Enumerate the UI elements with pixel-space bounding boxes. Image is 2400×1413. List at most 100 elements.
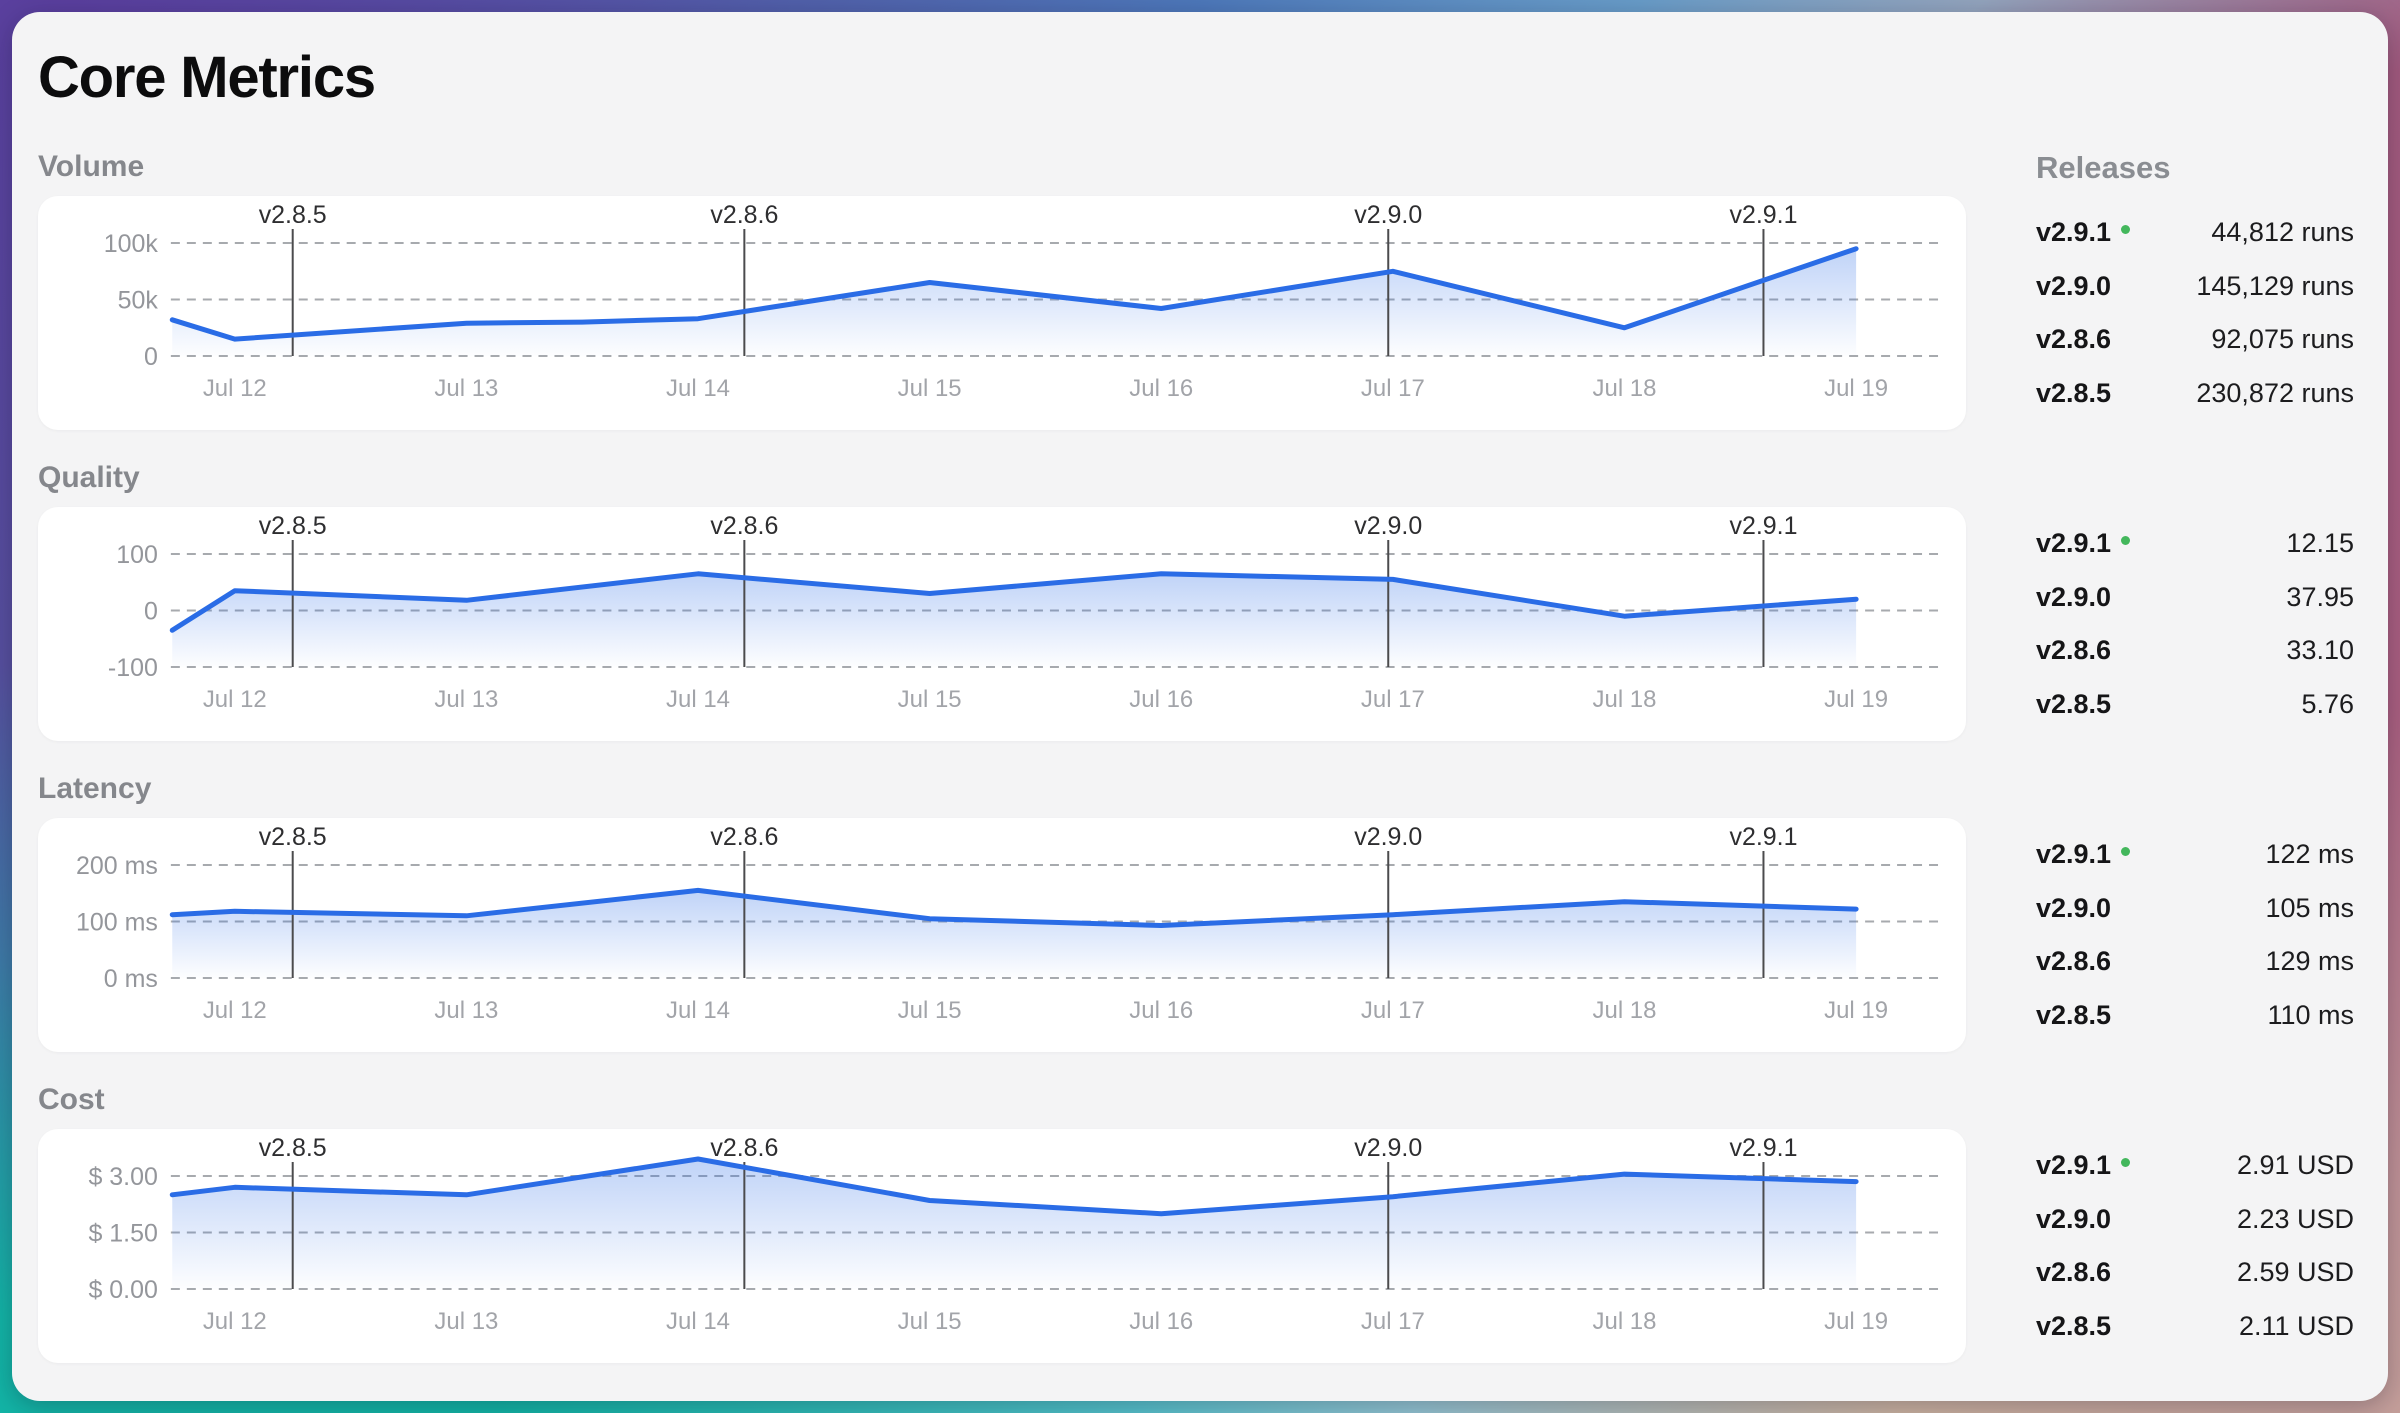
release-value: 33.10 <box>2286 635 2354 666</box>
current-release-dot-icon <box>2121 225 2131 235</box>
chart-panel-volume: 100k 50k 0 Jul 12 Jul 13 Jul 14 Jul 15 Jul 16 Ju… <box>38 196 1966 430</box>
chart-panel-cost: $ 3.00 $ 1.50 $ 0.00 Jul 12 Jul 13 Jul 14 Jul … <box>38 1129 1966 1363</box>
x-axis-tick: Jul 19 <box>1824 997 1888 1024</box>
y-axis-tick: 100 ms <box>76 908 158 936</box>
page-title: Core Metrics <box>38 45 376 110</box>
release-value: 2.23 USD <box>2236 1203 2354 1234</box>
x-axis-tick: Jul 13 <box>434 686 498 713</box>
series-line <box>169 246 1859 342</box>
release-version: v2.8.5 <box>2036 689 2112 720</box>
release-stat-row: v2.8.6 92,075 runs <box>2036 313 2354 367</box>
x-axis-tick: Jul 15 <box>898 997 962 1024</box>
release-value: 2.11 USD <box>2238 1311 2354 1342</box>
release-stat-row: v2.9.1 12.15 <box>2036 517 2354 571</box>
release-stat-row: v2.8.6 129 ms <box>2036 935 2354 989</box>
release-stat-row: v2.8.5 110 ms <box>2036 989 2354 1043</box>
release-stat-row: v2.9.0 2.23 USD <box>2036 1193 2354 1247</box>
chart-svg-volume: 100k 50k 0 Jul 12 Jul 13 Jul 14 Jul 15 Jul 16 Ju… <box>104 201 1942 402</box>
release-value: 5.76 <box>2301 689 2354 720</box>
release-version: v2.9.1 <box>2036 1150 2131 1181</box>
x-axis-tick: Jul 19 <box>1824 1308 1888 1335</box>
release-version: v2.8.5 <box>2036 1000 2112 1031</box>
release-version: v2.9.1 <box>2036 839 2131 870</box>
series-area <box>172 248 1857 356</box>
x-axis-tick: Jul 17 <box>1361 686 1425 713</box>
x-axis-tick: Jul 16 <box>1129 997 1193 1024</box>
release-marker-label: v2.8.6 <box>710 512 778 540</box>
x-axis-tick: Jul 18 <box>1593 1308 1657 1335</box>
y-axis-tick: 50k <box>118 286 159 314</box>
release-stat-row: v2.9.1 44,812 runs <box>2036 206 2354 260</box>
release-stat-row: v2.9.0 105 ms <box>2036 882 2354 936</box>
release-marker-label: v2.9.1 <box>1729 201 1797 229</box>
chart-panel-latency: 200 ms 100 ms 0 ms Jul 12 Jul 13 Jul 14 Jul 15… <box>38 818 1966 1052</box>
series-line <box>169 887 1859 928</box>
x-axis-tick: Jul 18 <box>1593 997 1657 1024</box>
x-axis-tick: Jul 12 <box>203 997 267 1024</box>
release-marker-label: v2.9.0 <box>1354 512 1422 540</box>
chart-svg-latency: 200 ms 100 ms 0 ms Jul 12 Jul 13 Jul 14 Jul 15… <box>76 823 1942 1024</box>
release-version: v2.9.0 <box>2036 581 2112 612</box>
metric-section-latency: Latency 200 ms 100 ms 0 ms Jul 12 Jul 13 Jul 1… <box>38 741 1966 1052</box>
x-axis-tick: Jul 16 <box>1129 686 1193 713</box>
y-axis-tick: -100 <box>108 654 158 682</box>
main-column: Core Metrics Volume 100k 50k 0 Jul 12 Jul 13 J… <box>38 12 1966 1363</box>
x-axis-tick: Jul 14 <box>666 997 730 1024</box>
x-axis-tick: Jul 16 <box>1129 375 1193 402</box>
release-marker-label: v2.8.6 <box>710 823 778 851</box>
release-value: 92,075 runs <box>2211 324 2354 355</box>
release-stats-quality: v2.9.1 12.15 v2.9.0 37.95 v2.8.6 33.10 v2.8.5 5… <box>2036 517 2354 731</box>
release-version: v2.8.5 <box>2036 378 2112 409</box>
x-axis-tick: Jul 18 <box>1593 686 1657 713</box>
release-value: 37.95 <box>2286 581 2354 612</box>
x-axis-tick: Jul 15 <box>898 1308 962 1335</box>
release-marker-label: v2.8.6 <box>710 1134 778 1162</box>
x-axis-tick: Jul 14 <box>666 375 730 402</box>
current-release-dot-icon <box>2121 847 2131 857</box>
release-version: v2.8.6 <box>2036 946 2112 977</box>
x-axis-tick: Jul 17 <box>1361 1308 1425 1335</box>
y-axis-tick: $ 0.00 <box>88 1276 157 1304</box>
release-marker-label: v2.9.0 <box>1354 201 1422 229</box>
y-axis-tick: 200 ms <box>76 852 158 880</box>
release-version: v2.9.0 <box>2036 892 2112 923</box>
release-value: 12.15 <box>2286 528 2354 559</box>
series-area <box>172 890 1857 978</box>
releases-sidebar: Releases v2.9.1 44,812 runs v2.9.0 145,129 … <box>2036 12 2354 1401</box>
section-label-quality: Quality <box>38 461 140 494</box>
x-axis-tick: Jul 14 <box>666 686 730 713</box>
release-stat-row: v2.9.0 145,129 runs <box>2036 260 2354 314</box>
release-marker-label: v2.9.0 <box>1354 1134 1422 1162</box>
release-value: 145,129 runs <box>2196 270 2354 301</box>
current-release-dot-icon <box>2121 1158 2131 1168</box>
release-value: 230,872 runs <box>2196 378 2354 409</box>
x-axis-tick: Jul 18 <box>1593 375 1657 402</box>
release-version: v2.8.6 <box>2036 635 2112 666</box>
releases-header: Releases <box>2036 150 2171 185</box>
x-axis-tick: Jul 15 <box>898 686 962 713</box>
release-marker-label: v2.8.5 <box>259 1134 327 1162</box>
x-axis-tick: Jul 13 <box>434 997 498 1024</box>
metric-section-cost: Cost $ 3.00 $ 1.50 $ 0.00 Jul 12 Jul 13 Jul 14… <box>38 1052 1966 1363</box>
x-axis-tick: Jul 15 <box>898 375 962 402</box>
release-stat-row: v2.8.5 2.11 USD <box>2036 1300 2354 1354</box>
series-area <box>172 573 1857 667</box>
release-stat-row: v2.8.5 5.76 <box>2036 678 2354 732</box>
y-axis-tick: 0 ms <box>104 965 158 993</box>
y-axis-tick: $ 3.00 <box>88 1163 157 1191</box>
x-axis-tick: Jul 12 <box>203 1308 267 1335</box>
release-value: 2.59 USD <box>2236 1257 2354 1288</box>
release-stats-cost: v2.9.1 2.91 USD v2.9.0 2.23 USD v2.8.6 2.59 U… <box>2036 1139 2354 1353</box>
x-axis-tick: Jul 14 <box>666 1308 730 1335</box>
release-marker-label: v2.9.1 <box>1729 1134 1797 1162</box>
release-marker-label: v2.8.6 <box>710 201 778 229</box>
release-stat-row: v2.8.5 230,872 runs <box>2036 367 2354 421</box>
x-axis-tick: Jul 16 <box>1129 1308 1193 1335</box>
release-marker-label: v2.8.5 <box>259 201 327 229</box>
y-axis-tick: 0 <box>144 597 158 625</box>
release-marker-label: v2.8.5 <box>259 512 327 540</box>
x-axis-tick: Jul 13 <box>434 375 498 402</box>
metric-section-volume: Volume 100k 50k 0 Jul 12 Jul 13 Jul 14 Jul 15 Ju… <box>38 119 1966 430</box>
release-value: 44,812 runs <box>2211 217 2354 248</box>
release-version: v2.9.1 <box>2036 528 2131 559</box>
